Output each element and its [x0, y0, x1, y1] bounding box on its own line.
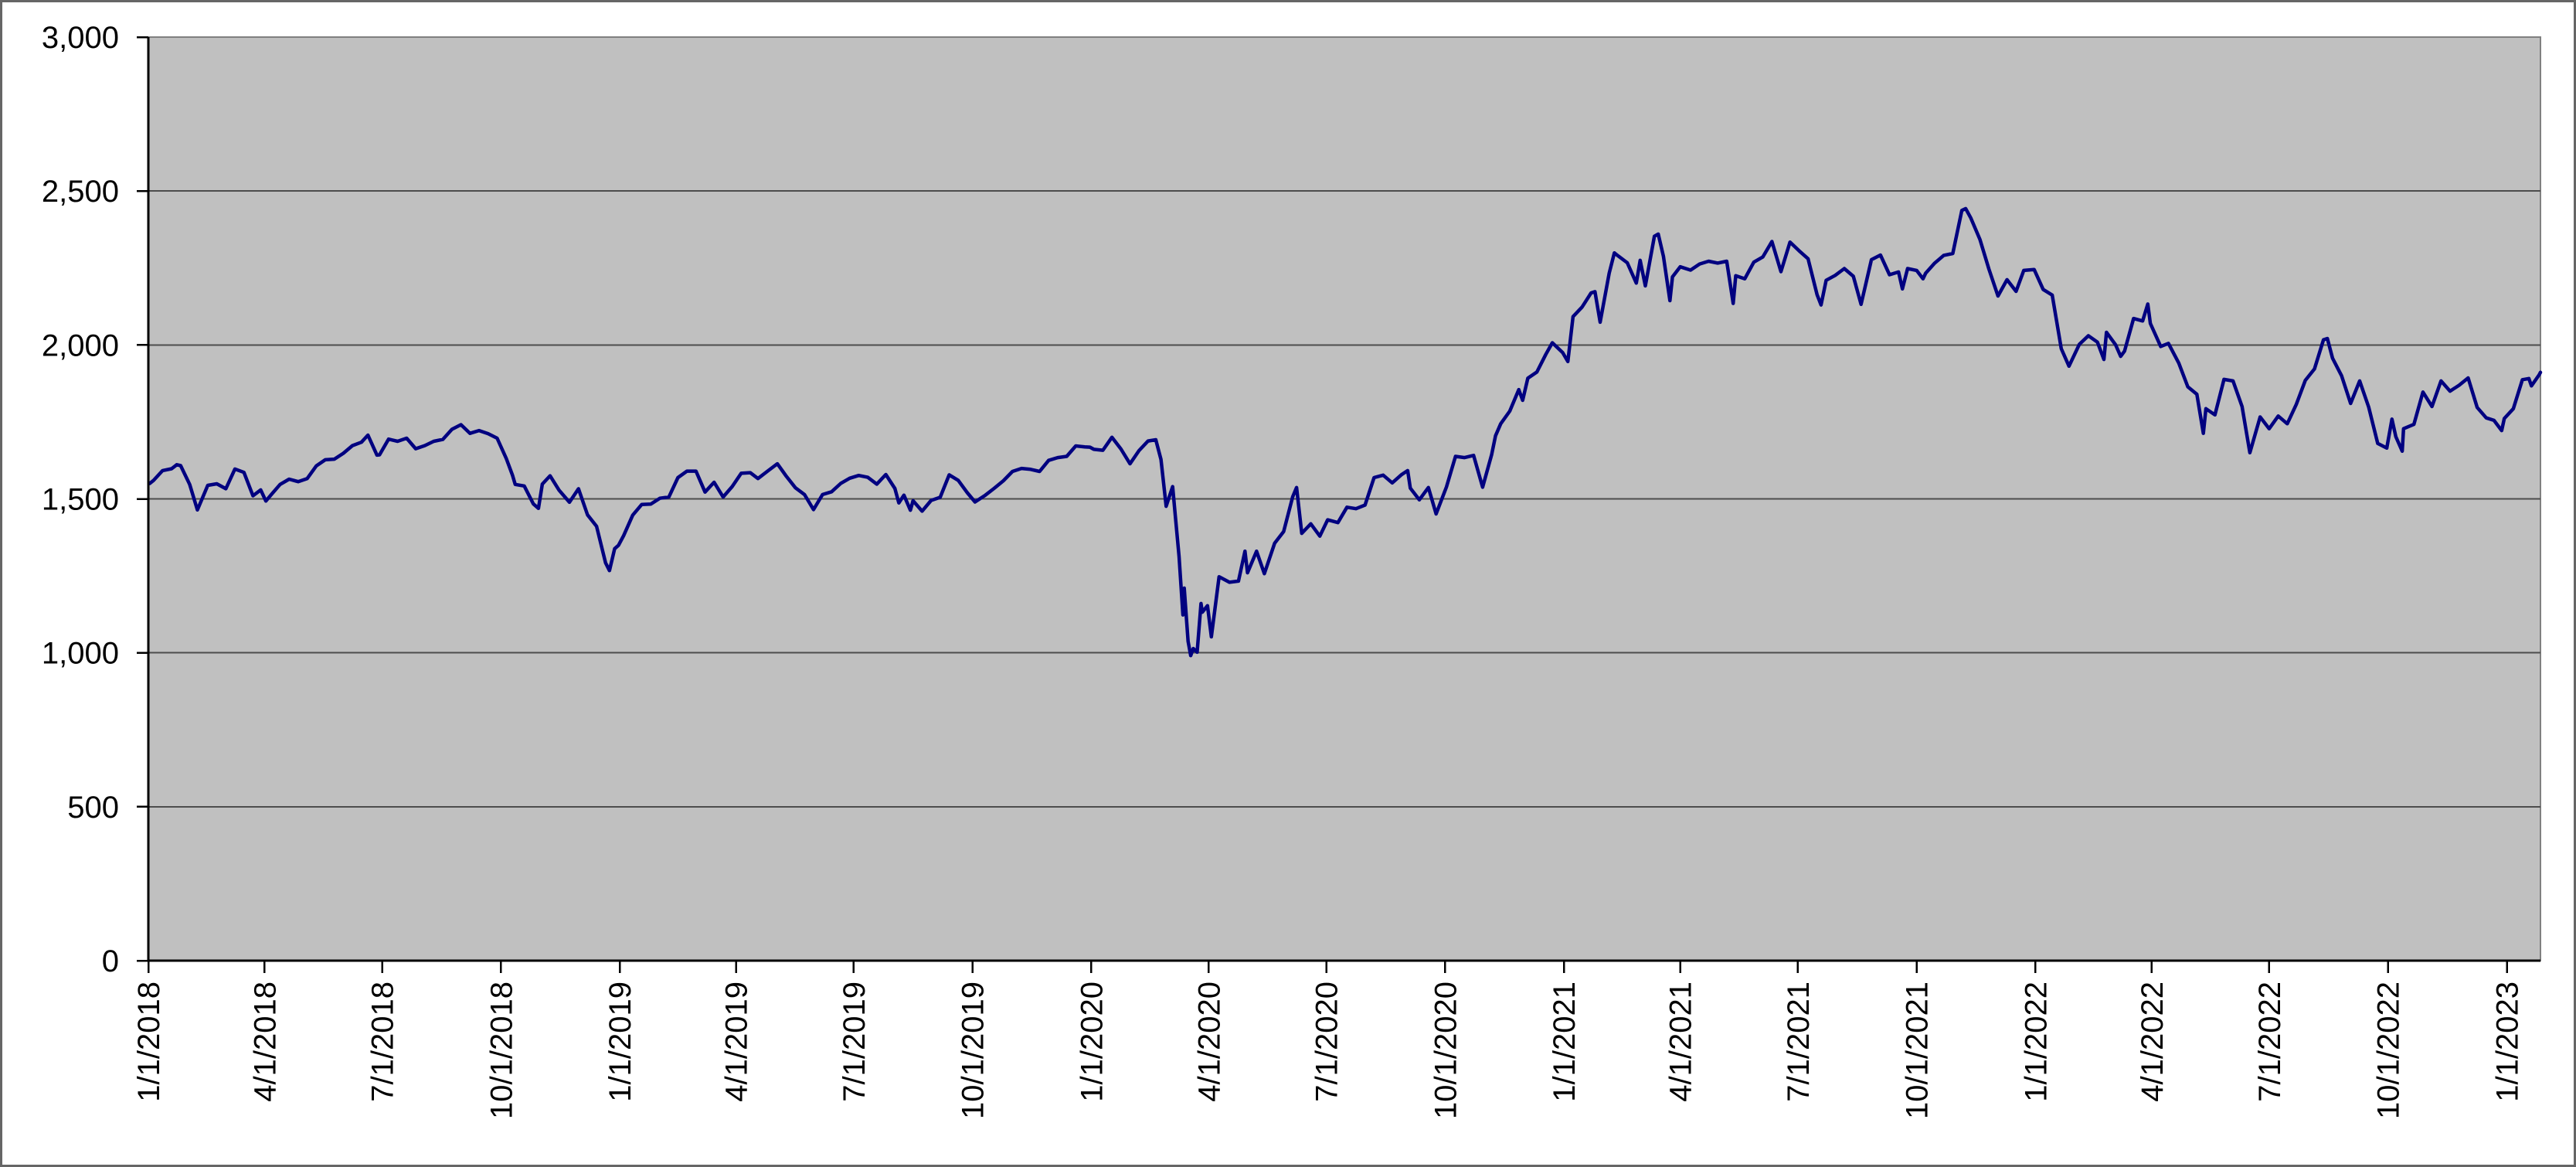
- x-axis-tick-label: 1/1/2019: [603, 982, 637, 1102]
- x-axis-tick-label: 1/1/2022: [2019, 982, 2053, 1102]
- y-axis-tick-label: 2,500: [42, 175, 119, 209]
- x-axis-tick-label: 4/1/2019: [720, 982, 754, 1102]
- x-axis-tick-label: 4/1/2018: [248, 982, 282, 1102]
- x-axis-tick-label: 1/1/2020: [1075, 982, 1109, 1102]
- y-axis-tick-label: 500: [67, 791, 119, 825]
- x-axis-tick-label: 10/1/2020: [1429, 982, 1463, 1119]
- x-axis-tick-label: 10/1/2022: [2372, 982, 2406, 1119]
- x-axis-tick-label: 10/1/2018: [484, 982, 518, 1119]
- x-axis-tick-label: 7/1/2022: [2253, 982, 2287, 1102]
- x-axis-tick-label: 7/1/2021: [1782, 982, 1816, 1102]
- x-axis-tick-label: 7/1/2020: [1310, 982, 1344, 1102]
- x-axis-tick-label: 1/1/2021: [1548, 982, 1582, 1102]
- x-axis-tick-label: 4/1/2022: [2136, 982, 2170, 1102]
- y-axis-tick-label: 3,000: [42, 21, 119, 55]
- x-axis-tick-label: 1/1/2023: [2491, 982, 2525, 1102]
- y-axis-tick-label: 1,500: [42, 483, 119, 517]
- x-axis-tick-label: 7/1/2018: [366, 982, 400, 1102]
- x-axis-tick-label: 4/1/2021: [1664, 982, 1698, 1102]
- x-axis-tick-label: 1/1/2018: [132, 982, 166, 1102]
- y-axis-tick-label: 0: [102, 944, 119, 978]
- x-axis-tick-label: 4/1/2020: [1192, 982, 1226, 1102]
- y-axis-tick-label: 1,000: [42, 637, 119, 671]
- y-axis-tick-label: 2,000: [42, 328, 119, 362]
- x-axis-tick-label: 7/1/2019: [838, 982, 872, 1102]
- data-series-line: [148, 206, 2543, 658]
- x-axis-tick-label: 10/1/2021: [1901, 982, 1935, 1119]
- x-axis-tick-label: 10/1/2019: [957, 982, 991, 1119]
